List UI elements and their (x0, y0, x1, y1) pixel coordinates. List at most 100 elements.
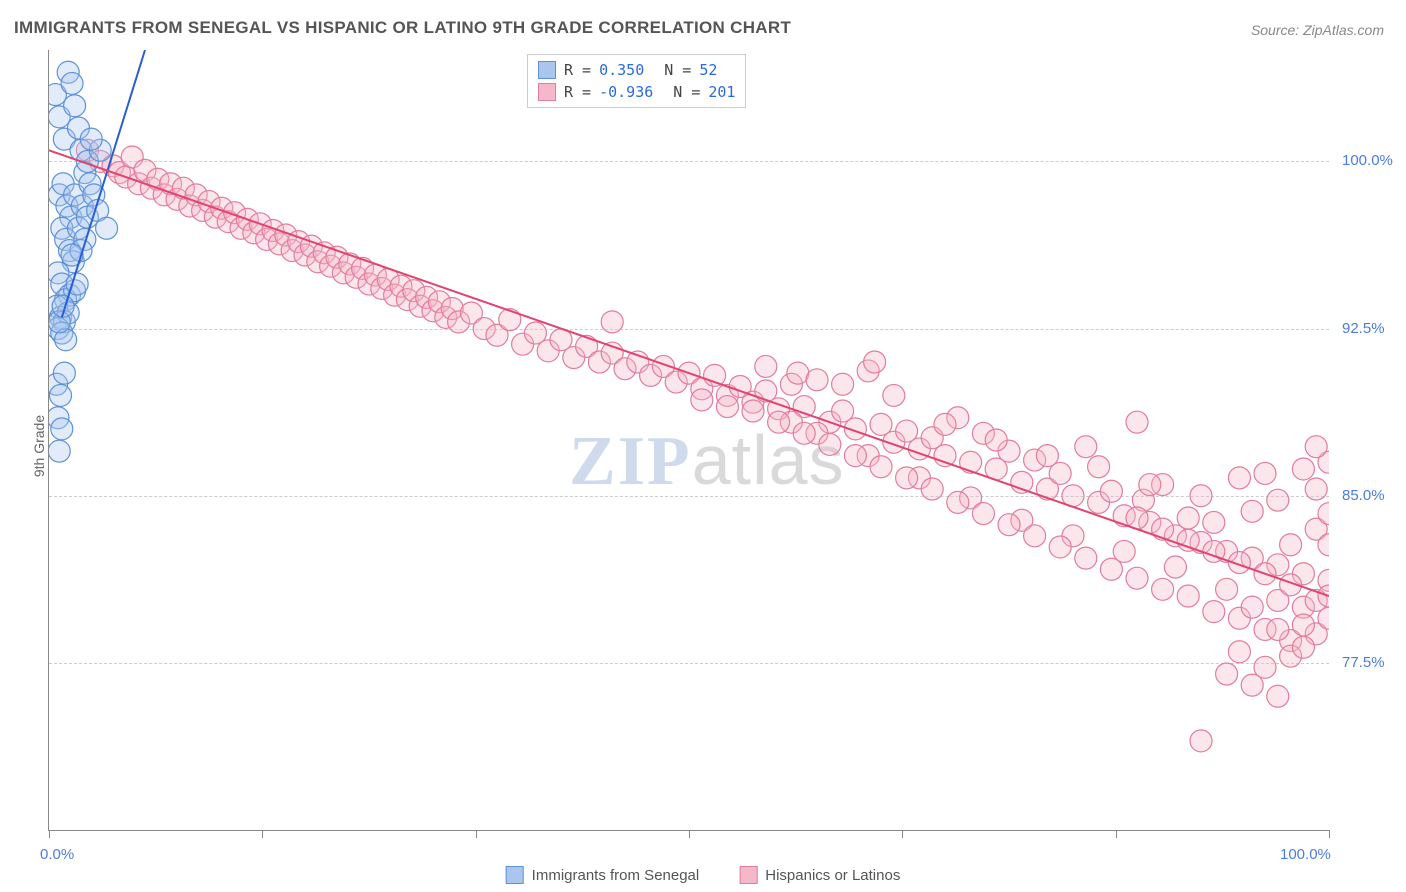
scatter-point-hispanic (896, 467, 918, 489)
x-tick (1329, 830, 1330, 838)
scatter-point-hispanic (832, 373, 854, 395)
scatter-point-senegal (51, 418, 73, 440)
legend-swatch (739, 866, 757, 884)
scatter-point-hispanic (985, 429, 1007, 451)
scatter-point-hispanic (1241, 500, 1263, 522)
scatter-point-hispanic (1126, 567, 1148, 589)
scatter-point-hispanic (1203, 601, 1225, 623)
scatter-point-hispanic (1036, 445, 1058, 467)
scatter-point-hispanic (755, 355, 777, 377)
scatter-point-hispanic (1267, 685, 1289, 707)
scatter-point-hispanic (1139, 474, 1161, 496)
x-tick (262, 830, 263, 838)
scatter-point-hispanic (1267, 618, 1289, 640)
scatter-point-senegal (61, 72, 83, 94)
source-attribution: Source: ZipAtlas.com (1251, 22, 1384, 38)
legend-swatch (538, 61, 556, 79)
y-axis-label: 9th Grade (31, 415, 47, 477)
y-tick-label: 100.0% (1342, 152, 1393, 169)
scatter-point-senegal (49, 440, 70, 462)
series-legend-item: Immigrants from Senegal (506, 866, 700, 884)
scatter-point-hispanic (844, 445, 866, 467)
plot-area: ZIPatlas R = 0.350N = 52R =-0.936N =201 (48, 50, 1329, 831)
scatter-point-senegal (53, 362, 75, 384)
scatter-point-hispanic (998, 514, 1020, 536)
scatter-point-hispanic (1305, 436, 1327, 458)
scatter-point-hispanic (1152, 518, 1174, 540)
series-legend: Immigrants from Senegal Hispanics or Lati… (506, 866, 901, 884)
x-tick-label: 100.0% (1280, 846, 1331, 863)
scatter-point-hispanic (716, 396, 738, 418)
scatter-point-hispanic (1164, 556, 1186, 578)
scatter-point-hispanic (1305, 478, 1327, 500)
scatter-point-hispanic (742, 400, 764, 422)
scatter-point-hispanic (1241, 596, 1263, 618)
chart-title: IMMIGRANTS FROM SENEGAL VS HISPANIC OR L… (14, 18, 791, 38)
scatter-point-hispanic (806, 369, 828, 391)
n-label: N = (673, 81, 700, 103)
n-value: 52 (699, 59, 717, 81)
chart-container: IMMIGRANTS FROM SENEGAL VS HISPANIC OR L… (0, 0, 1406, 892)
scatter-point-hispanic (870, 456, 892, 478)
r-label: R = (564, 59, 591, 81)
x-tick (1116, 830, 1117, 838)
scatter-point-hispanic (1292, 636, 1314, 658)
scatter-point-hispanic (1228, 641, 1250, 663)
scatter-point-hispanic (1100, 558, 1122, 580)
scatter-point-hispanic (947, 491, 969, 513)
n-value: 201 (708, 81, 735, 103)
scatter-point-senegal (50, 384, 72, 406)
scatter-point-hispanic (1088, 456, 1110, 478)
scatter-point-hispanic (691, 389, 713, 411)
scatter-point-hispanic (921, 478, 943, 500)
scatter-point-hispanic (819, 433, 841, 455)
scatter-point-hispanic (883, 384, 905, 406)
scatter-point-hispanic (1024, 525, 1046, 547)
series-legend-label: Hispanics or Latinos (765, 867, 900, 884)
scatter-point-senegal (80, 128, 102, 150)
scatter-point-hispanic (1190, 730, 1212, 752)
scatter-point-hispanic (1267, 489, 1289, 511)
scatter-point-hispanic (1254, 462, 1276, 484)
scatter-point-hispanic (864, 351, 886, 373)
n-label: N = (664, 59, 691, 81)
scatter-point-hispanic (1075, 436, 1097, 458)
x-tick-label: 0.0% (40, 846, 74, 863)
stats-legend-row: R = 0.350 N = 52 (538, 59, 735, 81)
scatter-point-hispanic (768, 411, 790, 433)
y-tick-label: 92.5% (1342, 320, 1385, 337)
legend-swatch (538, 83, 556, 101)
r-value: 0.350 (599, 59, 644, 81)
trend-line-hispanic (49, 150, 1329, 596)
x-tick (689, 830, 690, 838)
scatter-point-hispanic (934, 413, 956, 435)
x-tick (902, 830, 903, 838)
r-value: -0.936 (599, 81, 653, 103)
scatter-point-hispanic (1100, 480, 1122, 502)
scatter-point-senegal (96, 217, 118, 239)
scatter-point-hispanic (1228, 467, 1250, 489)
scatter-point-hispanic (1177, 585, 1199, 607)
stats-legend: R = 0.350 N = 52 R = -0.936 N = 201 (527, 54, 746, 108)
scatter-point-hispanic (960, 451, 982, 473)
scatter-svg (49, 50, 1329, 830)
scatter-point-hispanic (972, 503, 994, 525)
scatter-point-hispanic (601, 311, 623, 333)
scatter-point-hispanic (1292, 614, 1314, 636)
x-tick (49, 830, 50, 838)
scatter-point-hispanic (1280, 534, 1302, 556)
series-legend-label: Immigrants from Senegal (532, 867, 700, 884)
series-legend-item: Hispanics or Latinos (739, 866, 900, 884)
scatter-point-hispanic (1241, 674, 1263, 696)
scatter-point-hispanic (1203, 511, 1225, 533)
scatter-point-hispanic (1216, 578, 1238, 600)
scatter-point-hispanic (1216, 663, 1238, 685)
x-tick (476, 830, 477, 838)
scatter-point-hispanic (499, 309, 521, 331)
scatter-point-hispanic (1292, 458, 1314, 480)
scatter-point-hispanic (1126, 411, 1148, 433)
scatter-point-hispanic (1177, 507, 1199, 529)
r-label: R = (564, 81, 591, 103)
scatter-point-hispanic (1152, 578, 1174, 600)
y-tick-label: 85.0% (1342, 487, 1385, 504)
